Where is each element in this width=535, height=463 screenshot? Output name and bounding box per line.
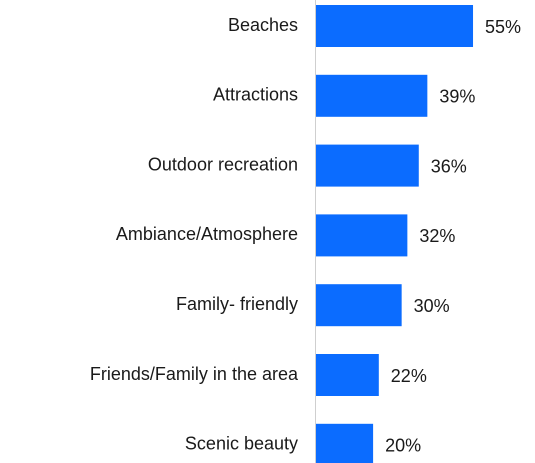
category-label: Outdoor recreation [148,154,298,174]
category-label: Ambiance/Atmosphere [116,224,298,244]
bar [316,214,408,257]
bar [316,423,374,463]
bar [316,284,402,327]
category-label: Beaches [228,15,298,35]
bar [316,144,419,187]
category-label: Scenic beauty [185,434,298,454]
value-label: 32% [419,226,455,246]
value-label: 20% [385,436,421,456]
value-label: 39% [439,87,475,107]
value-label: 30% [414,296,450,316]
category-label: Family- friendly [176,294,298,314]
category-label: Attractions [213,85,298,105]
value-label: 36% [431,156,467,176]
bar [316,74,428,117]
bar [316,5,474,47]
value-label: 22% [391,366,427,386]
category-label: Friends/Family in the area [90,364,299,384]
bar [316,354,379,396]
value-label: 55% [485,17,521,37]
